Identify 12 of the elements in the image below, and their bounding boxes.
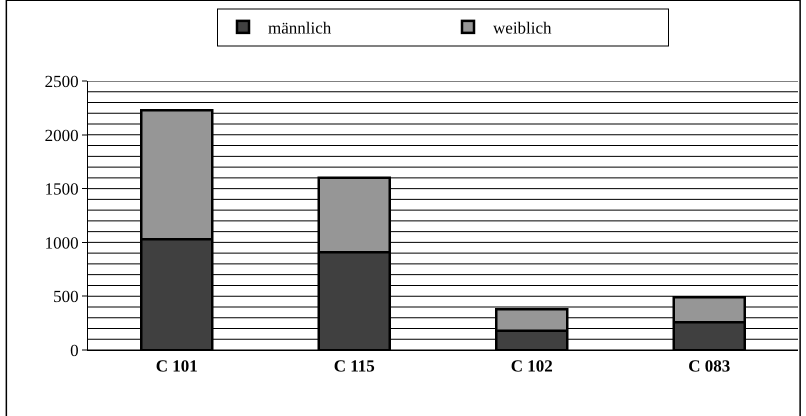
legend-label: männlich [268, 18, 332, 38]
x-tick-label: C 115 [334, 356, 375, 376]
x-tick-label: C 101 [156, 356, 198, 376]
x-tick-label: C 083 [688, 356, 730, 376]
y-tick-label: 500 [53, 287, 79, 306]
legend-label: weiblich [493, 18, 552, 38]
y-tick-label: 2000 [44, 126, 79, 145]
y-tick-label: 1500 [44, 180, 79, 199]
x-tick-label: C 102 [510, 356, 553, 376]
y-tick-label: 1000 [44, 233, 79, 252]
y-tick-label: 0 [70, 340, 79, 360]
y-tick-label: 2500 [44, 72, 79, 91]
